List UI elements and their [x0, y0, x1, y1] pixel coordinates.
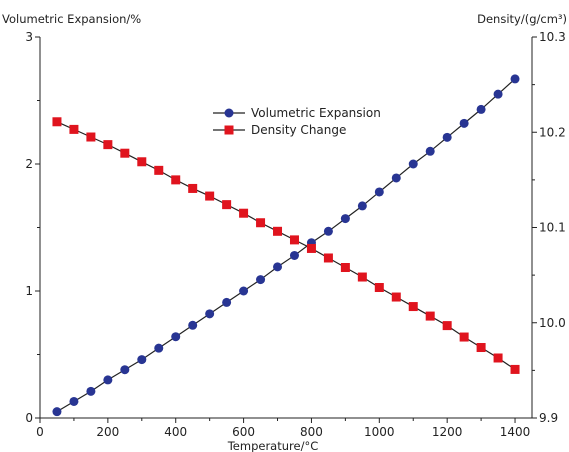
x-tick-label: 0: [36, 425, 44, 439]
data-point-density-change: [323, 253, 333, 263]
data-point-volumetric-expansion: [273, 262, 283, 272]
data-point-density-change: [239, 208, 249, 218]
data-point-volumetric-expansion: [86, 386, 96, 396]
data-point-density-change: [357, 272, 367, 282]
data-point-volumetric-expansion: [137, 355, 147, 365]
data-point-density-change: [289, 235, 299, 245]
axes: 0 200 400 600 800 1000 1200 1400 0 1 2 3 9.9 10.0 10.1…: [25, 30, 565, 439]
data-point-volumetric-expansion: [357, 201, 367, 211]
right-axis-title: Density/(g/cm³): [477, 12, 567, 26]
data-point-density-change: [459, 332, 469, 342]
data-point-volumetric-expansion: [52, 407, 62, 417]
data-point-density-change: [188, 183, 198, 193]
x-tick-label: 1200: [432, 425, 463, 439]
x-tick-label: 800: [300, 425, 323, 439]
data-point-density-change: [408, 302, 418, 312]
data-point-volumetric-expansion: [425, 146, 435, 156]
right-y-tick-label: 10.3: [539, 30, 566, 44]
data-point-volumetric-expansion: [120, 365, 130, 375]
data-point-volumetric-expansion: [340, 214, 350, 224]
legend: Volumetric Expansion Density Change: [213, 106, 381, 137]
data-point-volumetric-expansion: [154, 343, 164, 353]
data-point-volumetric-expansion: [222, 297, 232, 307]
x-tick-label: 1400: [500, 425, 531, 439]
data-point-density-change: [374, 283, 384, 293]
data-point-volumetric-expansion: [256, 275, 266, 285]
series-line-density-change: [56, 121, 516, 370]
data-point-density-change: [154, 165, 164, 175]
data-point-volumetric-expansion: [239, 286, 249, 296]
data-point-volumetric-expansion: [442, 132, 452, 142]
legend-label-density: Density Change: [251, 123, 346, 137]
x-axis-title: Temperature/°C: [227, 439, 319, 452]
x-tick-label: 200: [96, 425, 119, 439]
left-y-tick-label: 0: [25, 411, 33, 425]
data-point-volumetric-expansion: [205, 309, 215, 319]
data-point-density-change: [222, 200, 232, 210]
data-point-volumetric-expansion: [103, 375, 113, 385]
x-tick-label: 600: [232, 425, 255, 439]
legend-marker-density: [224, 125, 234, 135]
plot-area: [52, 74, 520, 417]
data-point-volumetric-expansion: [510, 74, 520, 84]
data-point-density-change: [476, 343, 486, 353]
data-point-volumetric-expansion: [289, 250, 299, 260]
data-point-volumetric-expansion: [323, 226, 333, 236]
right-y-tick-label: 9.9: [539, 411, 558, 425]
data-point-volumetric-expansion: [374, 187, 384, 197]
data-point-density-change: [442, 321, 452, 331]
data-point-density-change: [103, 140, 113, 150]
left-y-tick-label: 1: [25, 284, 33, 298]
data-point-density-change: [171, 175, 181, 185]
data-point-density-change: [493, 353, 503, 363]
legend-label-volumetric: Volumetric Expansion: [251, 106, 381, 120]
data-point-density-change: [205, 191, 215, 201]
data-point-density-change: [69, 124, 79, 134]
data-point-density-change: [306, 243, 316, 253]
data-point-volumetric-expansion: [493, 89, 503, 99]
left-y-tick-label: 3: [25, 30, 33, 44]
data-point-volumetric-expansion: [69, 396, 79, 406]
x-tick-label: 400: [164, 425, 187, 439]
data-point-density-change: [52, 117, 62, 127]
left-axis-title: Volumetric Expansion/%: [2, 12, 141, 26]
data-point-density-change: [120, 148, 130, 158]
x-tick-label: 1000: [364, 425, 395, 439]
data-point-volumetric-expansion: [188, 320, 198, 330]
data-point-density-change: [340, 263, 350, 273]
data-point-density-change: [256, 218, 266, 228]
data-point-volumetric-expansion: [476, 104, 486, 114]
data-point-volumetric-expansion: [459, 118, 469, 128]
right-y-tick-label: 10.0: [539, 316, 566, 330]
right-y-tick-label: 10.2: [539, 125, 566, 139]
data-point-density-change: [273, 226, 283, 236]
legend-marker-volumetric: [224, 108, 234, 118]
data-point-volumetric-expansion: [171, 332, 181, 342]
data-point-density-change: [425, 311, 435, 321]
data-point-density-change: [391, 292, 401, 302]
data-point-density-change: [86, 132, 96, 142]
data-point-density-change: [137, 157, 147, 167]
data-point-volumetric-expansion: [391, 173, 401, 183]
data-point-volumetric-expansion: [408, 159, 418, 169]
left-y-tick-label: 2: [25, 157, 33, 171]
series-line-volumetric-expansion: [56, 78, 516, 413]
right-y-tick-label: 10.1: [539, 221, 566, 235]
data-point-density-change: [510, 364, 520, 374]
